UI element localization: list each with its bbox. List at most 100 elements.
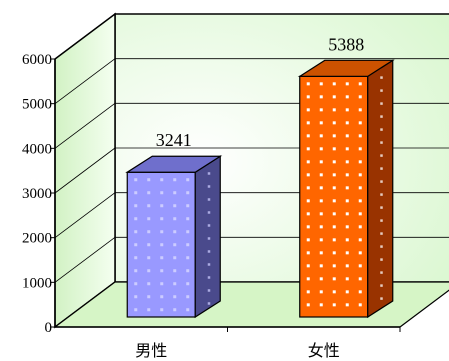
bar-dot <box>207 276 211 279</box>
bar-dot <box>207 211 211 214</box>
bar-dot <box>358 199 362 203</box>
bar-dot <box>147 295 151 299</box>
bar-dot <box>306 173 310 177</box>
y-tick-label: 5000 <box>22 97 52 113</box>
bar-dot <box>332 290 336 294</box>
bar-dot <box>186 295 190 299</box>
bar-dot <box>306 160 310 164</box>
bar-dot <box>358 147 362 151</box>
bar-dot <box>358 264 362 268</box>
bar-dot <box>380 297 383 300</box>
bar-dot <box>345 82 349 86</box>
bar-side <box>194 155 221 319</box>
bar-dot <box>306 225 310 229</box>
data-label: 3241 <box>156 130 192 150</box>
bar-dot <box>173 230 177 234</box>
bar-dot <box>319 277 323 281</box>
bar-dot <box>319 121 323 125</box>
bar-1 <box>125 155 223 319</box>
bar-dot <box>332 238 336 242</box>
bar-dot <box>358 238 362 242</box>
bar-dot <box>332 108 336 112</box>
category-label: 男性 <box>135 341 167 360</box>
bar-dot <box>319 264 323 268</box>
bar-dot <box>186 256 190 260</box>
bar-dot <box>147 230 151 234</box>
bar-dot <box>134 308 138 312</box>
bar-dot <box>380 245 383 248</box>
bar-dot <box>380 76 383 79</box>
bar-dot <box>306 134 310 138</box>
bar-dot <box>345 173 349 177</box>
bar-dot <box>186 204 190 208</box>
bar-dot <box>173 243 177 247</box>
bar-dot <box>358 134 362 138</box>
bar-dot <box>345 160 349 164</box>
bar-dot <box>306 147 310 151</box>
bar-dot <box>147 191 151 195</box>
bar-dot <box>147 243 151 247</box>
category-labels: 男性 女性 <box>135 341 340 360</box>
bar-dot <box>358 225 362 229</box>
bar-dot <box>380 206 383 209</box>
bar-dot <box>358 160 362 164</box>
bar-dot <box>186 217 190 221</box>
bar-dot <box>173 204 177 208</box>
bar-dot <box>332 95 336 99</box>
bar-dot <box>160 217 164 221</box>
bar-dot <box>134 230 138 234</box>
bar-dot <box>160 191 164 195</box>
bar-dot <box>345 134 349 138</box>
bar-dot <box>345 303 349 307</box>
y-tick-label: 2000 <box>22 231 52 247</box>
bar-dot <box>207 263 211 266</box>
bar-dot <box>160 230 164 234</box>
bar-dot <box>319 238 323 242</box>
bar-dot <box>358 290 362 294</box>
bar-dot <box>332 82 336 86</box>
bar-dot <box>345 277 349 281</box>
bar-dot <box>358 186 362 190</box>
bar-dot <box>306 251 310 255</box>
bar-dot <box>380 232 383 235</box>
bar-dot <box>358 251 362 255</box>
bar-dot <box>332 212 336 216</box>
bar-top <box>125 155 223 173</box>
bar-dot <box>207 185 211 188</box>
category-label: 女性 <box>308 341 340 360</box>
bar-dot <box>186 230 190 234</box>
bar-dot <box>160 243 164 247</box>
bar-dot <box>160 295 164 299</box>
bar-dot <box>134 295 138 299</box>
bar-dot <box>358 95 362 99</box>
bar-dot <box>134 204 138 208</box>
bar-dot <box>319 212 323 216</box>
bar-dot <box>319 173 323 177</box>
bar-dot <box>380 271 383 274</box>
bar-dot <box>380 284 383 287</box>
bar-dot <box>134 191 138 195</box>
bar-dot <box>332 225 336 229</box>
bar-dot <box>358 173 362 177</box>
bar-dot <box>319 186 323 190</box>
gridline-side <box>54 192 116 238</box>
bar-dot <box>147 217 151 221</box>
bar-dot <box>207 198 211 201</box>
bar-dot <box>160 269 164 273</box>
bar-dot <box>147 308 151 312</box>
bar-dot <box>147 282 151 286</box>
gridline-side <box>54 58 116 104</box>
bar-dot <box>306 277 310 281</box>
bar-dot <box>380 102 383 105</box>
bar-dot <box>134 217 138 221</box>
bar-dot <box>345 264 349 268</box>
bar-dot <box>358 303 362 307</box>
bar-dot <box>319 303 323 307</box>
bar-dot <box>207 302 211 305</box>
bar-dot <box>345 290 349 294</box>
bar-dot <box>160 282 164 286</box>
bar-dot <box>332 199 336 203</box>
bar-dot <box>358 212 362 216</box>
bar-dot <box>306 212 310 216</box>
